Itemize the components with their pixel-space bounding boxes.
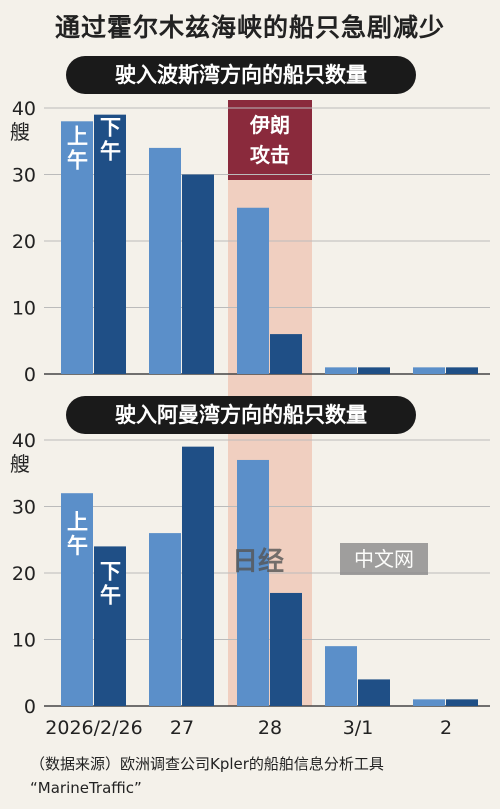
x-tick-label: 2 (440, 717, 452, 739)
bar-pm (358, 679, 390, 706)
bar-am (325, 367, 357, 374)
bar-pm (446, 699, 478, 706)
series-label-pm: 午 (100, 583, 121, 607)
watermark-logo: 日经 (232, 546, 284, 577)
y-unit-label: 艘 (10, 120, 30, 144)
bar-pm (358, 367, 390, 374)
series-label-pm: 下 (100, 559, 121, 583)
series-label-am: 上 (67, 124, 88, 148)
y-tick-label: 0 (24, 364, 36, 386)
bar-am (149, 147, 181, 374)
bar-pm (270, 592, 302, 706)
y-tick-label: 30 (12, 497, 36, 519)
series-label-am: 午 (67, 534, 88, 558)
x-tick-label: 27 (170, 717, 194, 739)
y-tick-label: 0 (24, 696, 36, 718)
bar-am (61, 121, 93, 374)
bar-pm (94, 114, 126, 375)
bar-am (237, 459, 269, 706)
bar-am (325, 646, 357, 706)
y-tick-label: 10 (12, 298, 36, 320)
x-tick-label: 2026/2/26 (45, 717, 142, 739)
figure-title: 通过霍尔木兹海峡的船只急剧减少 (54, 13, 445, 42)
y-tick-label: 40 (12, 98, 36, 120)
y-tick-label: 10 (12, 630, 36, 652)
y-tick-label: 20 (12, 231, 36, 253)
bar-am (413, 699, 445, 706)
annotation-box (228, 100, 312, 180)
bar-pm (270, 334, 302, 374)
bar-am (413, 367, 445, 374)
watermark: 日经 中文网 (232, 543, 428, 577)
bar-pm (446, 367, 478, 374)
bar-am (149, 533, 181, 706)
panel-title-gulf-of-oman: 驶入阿曼湾方向的船只数量 (66, 396, 416, 434)
bar-pm (94, 546, 126, 706)
panel-title-persian-gulf: 驶入波斯湾方向的船只数量 (66, 56, 416, 94)
watermark-box (340, 543, 428, 575)
bar-am (237, 207, 269, 374)
y-tick-label: 40 (12, 430, 36, 452)
annotation-line-2: 攻击 (250, 143, 290, 167)
series-label-pm: 下 (100, 116, 121, 140)
series-label-am: 午 (67, 148, 88, 172)
x-axis: 2026/2/26 27 28 3/1 2 (45, 717, 452, 739)
series-label-pm: 午 (100, 140, 121, 164)
y-unit-label: 艘 (10, 452, 30, 476)
bar-am (61, 493, 93, 706)
bar-pm (182, 174, 214, 374)
series-label-am: 上 (67, 510, 88, 534)
x-tick-label: 3/1 (343, 717, 374, 739)
y-tick-label: 30 (12, 165, 36, 187)
annotation-line-1: 伊朗 (249, 113, 290, 137)
bar-pm (182, 446, 214, 706)
watermark-text: 中文网 (354, 547, 414, 571)
source-note: （数据来源）欧洲调查公司Kpler的船舶信息分析工具 “MarineTraffi… (30, 755, 384, 797)
x-tick-label: 28 (258, 717, 282, 739)
y-tick-label: 20 (12, 563, 36, 585)
